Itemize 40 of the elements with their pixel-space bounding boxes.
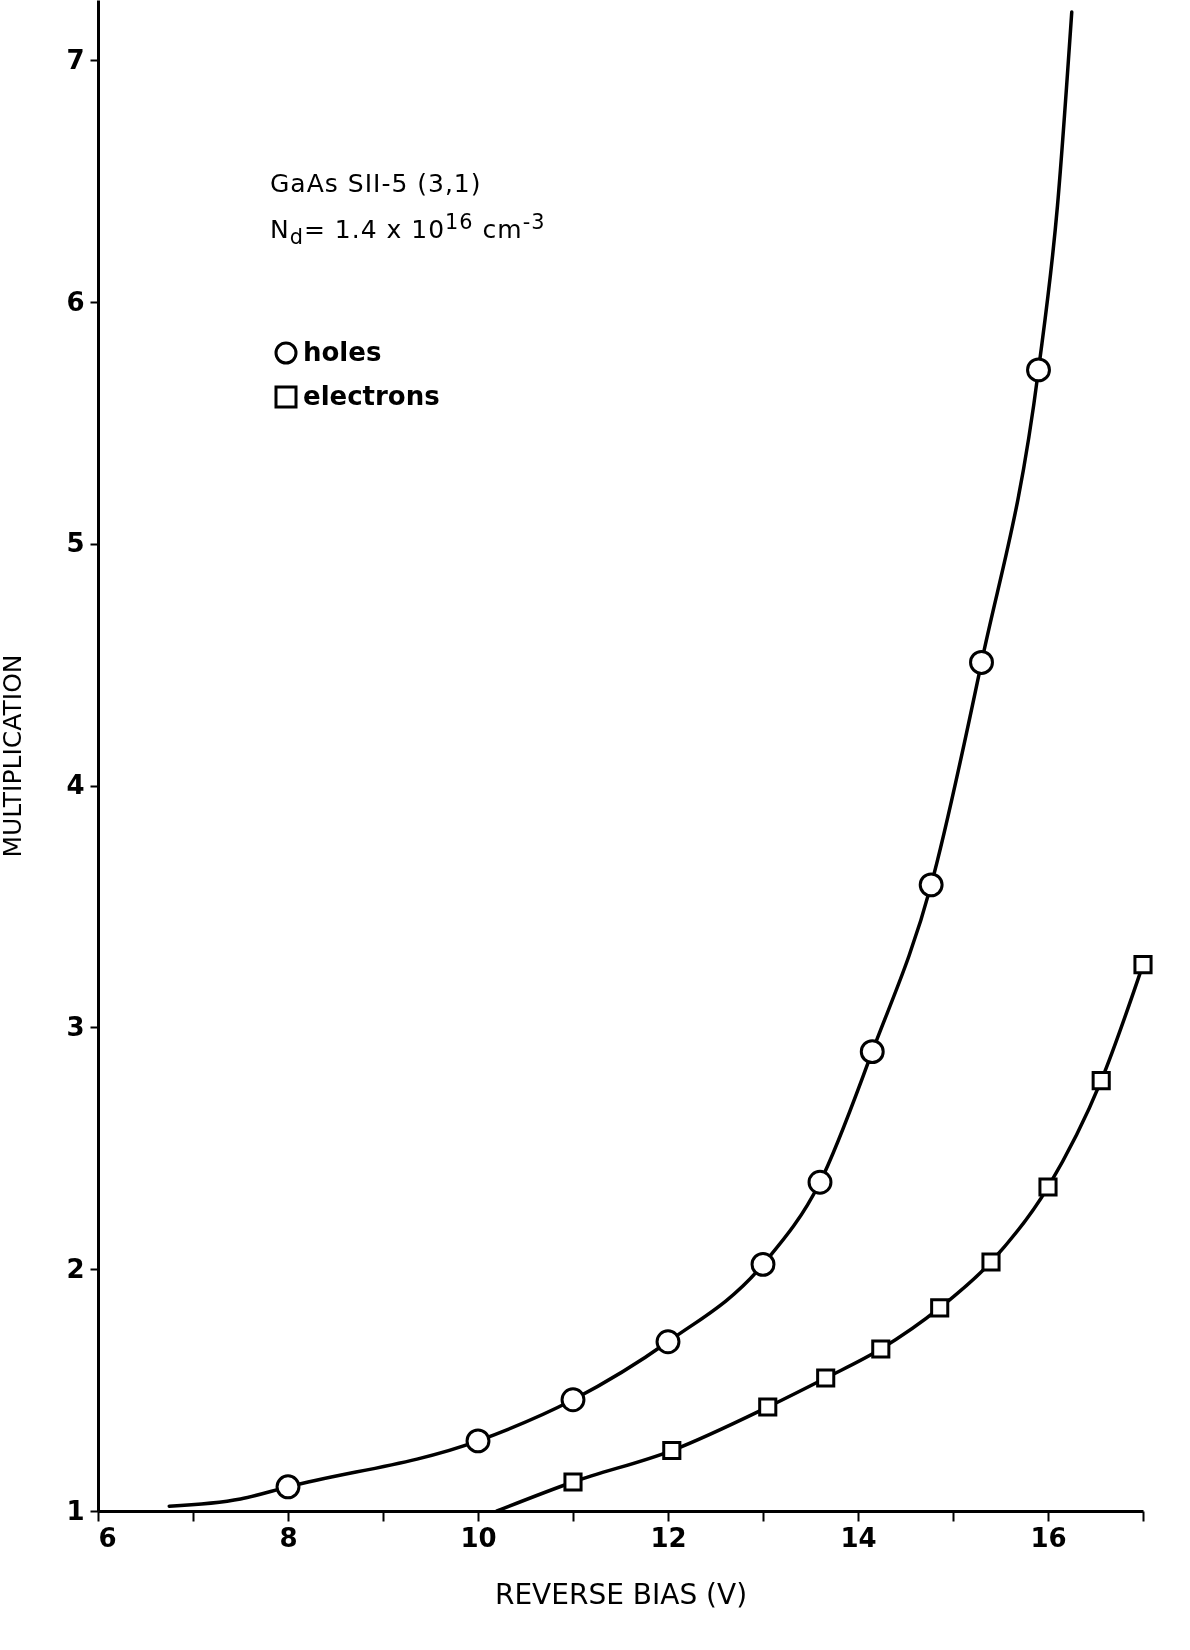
- y-tick-label: 5: [66, 528, 85, 559]
- point: [1038, 1177, 1058, 1197]
- y-tick-label: 1: [66, 1495, 85, 1526]
- point: [930, 1298, 950, 1318]
- legend-label: holes: [303, 337, 382, 367]
- point: [465, 1428, 491, 1454]
- point: [981, 1252, 1001, 1272]
- point: [807, 1169, 833, 1195]
- point: [1133, 955, 1153, 975]
- annotation: GaAs SII-5 (3,1): [270, 168, 483, 200]
- y-axis-title: MULTIPLICATION: [0, 654, 28, 858]
- y-tick-label: 2: [66, 1253, 85, 1284]
- point: [655, 1329, 681, 1355]
- x-tick-label: 16: [1030, 1522, 1067, 1553]
- point: [1091, 1071, 1111, 1091]
- x-tick-label: 10: [460, 1522, 497, 1553]
- point: [969, 649, 994, 675]
- point: [560, 1387, 586, 1413]
- point: [758, 1397, 778, 1417]
- point: [1026, 357, 1051, 383]
- point: [816, 1368, 836, 1388]
- y-tick-label: 3: [66, 1011, 85, 1042]
- point: [918, 872, 944, 898]
- y-tick-label: 7: [66, 44, 85, 75]
- point: [859, 1039, 885, 1065]
- x-tick-label: 8: [279, 1522, 298, 1553]
- point: [662, 1441, 682, 1461]
- annotation: N$_{d}$= 1.4 x 10$^{16}$ cm$^{-3}$: [270, 209, 546, 252]
- point: [563, 1472, 583, 1492]
- x-tick-label: 12: [650, 1522, 687, 1553]
- point: [750, 1251, 776, 1277]
- point: [871, 1339, 891, 1359]
- x-tick-label: 6: [98, 1522, 117, 1553]
- point: [275, 1474, 301, 1500]
- x-tick-label: 14: [840, 1522, 877, 1553]
- legend-label: electrons: [303, 381, 440, 411]
- y-tick-label: 4: [66, 770, 85, 801]
- x-axis-title: REVERSE BIAS (V): [494, 1577, 748, 1611]
- line-series: [167, 10, 1074, 1508]
- y-tick-label: 6: [66, 286, 85, 317]
